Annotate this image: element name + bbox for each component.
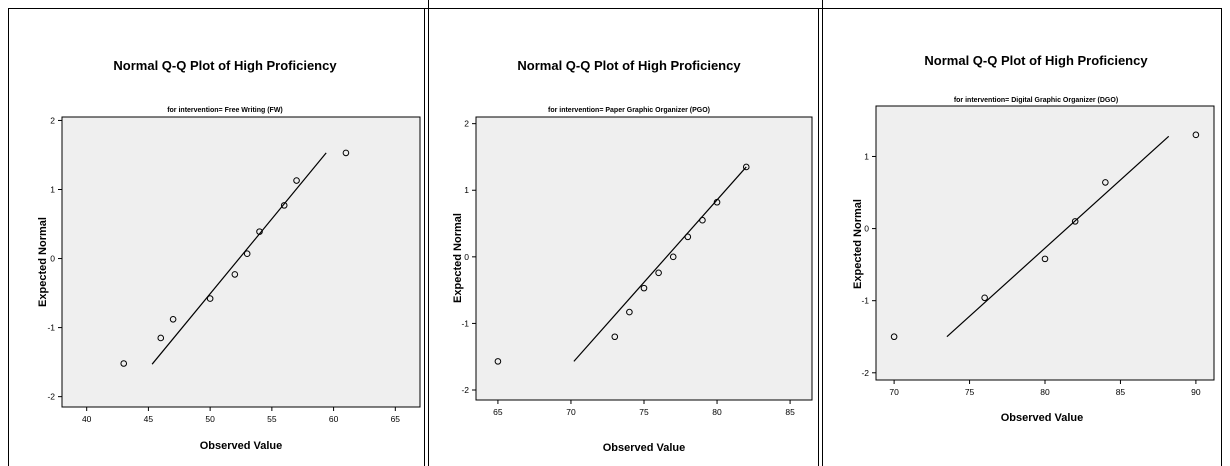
x-axis: 70 75 80 85 90 [889,380,1201,397]
data-point [256,228,263,235]
data-point [231,271,239,278]
data-point [655,269,662,277]
x-tick-label: 55 [267,414,277,424]
data-point [1041,255,1049,263]
y-tick-label: 0 [464,252,469,262]
data-point [669,253,677,261]
x-axis: 40 45 50 55 60 65 [82,407,400,424]
data-point [206,295,214,302]
chart-subtitle: for intervention= Paper Graphic Organize… [548,107,710,114]
x-tick-label: 90 [1191,387,1201,397]
y-tick-label: 2 [50,115,55,125]
x-tick-label: 75 [639,407,649,417]
y-axis: -2 -1 0 1 [861,151,876,378]
x-tick-label: 85 [785,407,795,417]
x-tick-label: 80 [1040,387,1050,397]
data-point [494,358,502,365]
data-point [1071,218,1079,225]
data-point [157,334,165,342]
x-tick-label: 80 [712,407,722,417]
reference-line [151,152,327,365]
plot-area [61,116,421,408]
y-tick-label: 2 [464,119,469,129]
data-point [742,163,750,171]
y-tick-label: 0 [864,224,869,234]
x-tick-label: 60 [329,414,339,424]
data-point [713,198,721,206]
frame-divider-2 [818,8,819,466]
x-axis-title: Observed Value [1001,412,1084,424]
data-points [494,163,750,365]
data-points [890,131,1200,341]
y-axis: -2 -1 0 1 2 [47,115,62,402]
x-tick-label: 70 [889,387,899,397]
y-tick-label: -2 [461,385,469,395]
y-tick-label: 1 [864,151,869,161]
frame-right-border [1221,8,1222,466]
x-tick-label: 70 [566,407,576,417]
data-point [890,333,898,341]
x-axis: 65 70 75 80 85 [493,400,795,417]
data-points [120,149,350,367]
reference-line-group [946,135,1170,338]
x-tick-label: 45 [144,414,154,424]
x-axis-title: Observed Value [603,442,686,454]
data-point [640,284,648,292]
data-point [611,333,619,341]
y-axis-title: Expected Normal [37,217,49,307]
y-tick-label: 0 [50,254,55,264]
plot-area [475,116,813,401]
qq-plot-paper-graphic-organizer: Normal Q-Q Plot of High Proficiency for … [452,58,813,454]
x-tick-label: 50 [205,414,215,424]
y-tick-label: -1 [861,296,869,306]
plot-area [875,105,1215,381]
y-tick-label: -2 [47,392,55,402]
data-point [169,316,177,323]
data-point [342,149,350,157]
data-point [684,233,692,241]
data-point [1192,131,1200,139]
y-tick-label: -1 [47,323,55,333]
data-point [1102,179,1109,186]
qq-plot-free-writing: Normal Q-Q Plot of High Proficiency for … [37,58,421,452]
data-point [243,250,251,258]
chart-subtitle: for intervention= Digital Graphic Organi… [954,97,1118,104]
y-tick-label: 1 [50,185,55,195]
data-point [981,294,988,302]
y-tick-label: -2 [861,368,869,378]
chart-title: Normal Q-Q Plot of High Proficiency [924,53,1148,68]
qq-plot-digital-graphic-organizer: Normal Q-Q Plot of High Proficiency for … [852,53,1215,424]
x-tick-label: 65 [391,414,401,424]
x-tick-label: 40 [82,414,92,424]
data-point [120,360,128,367]
chart-title: Normal Q-Q Plot of High Proficiency [517,58,741,73]
chart-subtitle: for intervention= Free Writing (FW) [167,107,283,114]
x-tick-label: 75 [965,387,975,397]
y-tick-label: -1 [461,318,469,328]
data-point [626,308,633,316]
x-tick-label: 65 [493,407,503,417]
reference-line [946,135,1170,338]
x-tick-label: 85 [1116,387,1126,397]
data-point [293,177,300,184]
y-tick-label: 1 [464,185,469,195]
y-axis-title: Expected Normal [452,213,464,303]
frame-top-border [8,8,1222,9]
frame-left-border [8,8,9,466]
reference-line-group [151,152,327,365]
data-point [280,202,288,209]
chart-title: Normal Q-Q Plot of High Proficiency [113,58,337,73]
x-axis-title: Observed Value [200,440,283,452]
frame-divider-1 [424,8,425,466]
frame-divider-1b [428,0,429,466]
frame-divider-2b [822,0,823,466]
y-axis: -2 -1 0 1 2 [461,119,476,395]
y-axis-title: Expected Normal [852,199,864,289]
data-point [699,216,706,224]
